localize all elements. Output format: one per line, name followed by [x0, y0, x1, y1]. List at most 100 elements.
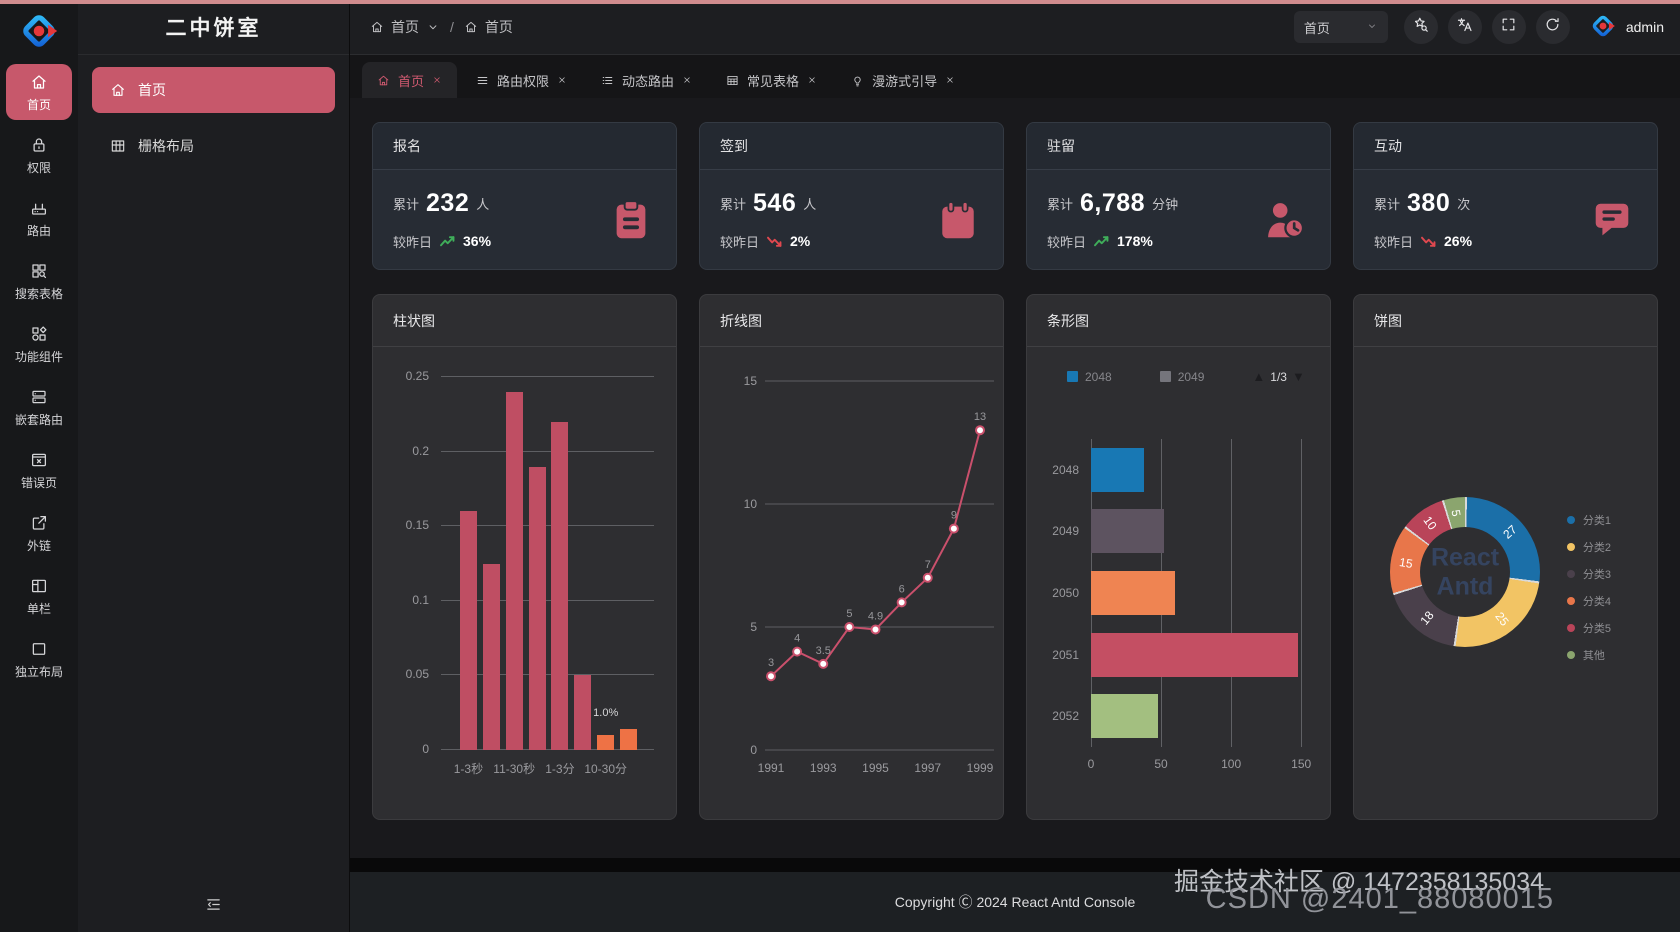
legend-label: 分类3 — [1582, 569, 1611, 581]
legend-page-down-icon[interactable]: ▼ — [1291, 369, 1305, 384]
sidebar-item-search-table[interactable]: 搜索表格 — [6, 253, 72, 309]
data-point[interactable] — [975, 425, 985, 436]
legend-item-分类4[interactable]: 分类4 — [1566, 593, 1611, 609]
tab-home[interactable]: 首页 — [362, 62, 458, 98]
sidebar-item-components[interactable]: 功能组件 — [6, 316, 72, 372]
stat-card-body: 累计 546 人较昨日 2% — [700, 170, 1003, 269]
sidebar-item-external-link[interactable]: 外链 — [6, 505, 72, 561]
data-point[interactable] — [896, 597, 907, 608]
sidebar-item-home[interactable]: 首页 — [6, 64, 72, 120]
data-point[interactable] — [870, 624, 881, 635]
bar[interactable] — [620, 729, 638, 750]
sidebar-item-label: 搜索表格 — [14, 287, 63, 301]
bar-chart-plot: 0 0.05 0.1 0.15 0.2 0.25 1-3秒 11-30秒 1-3分 10-30分 1… — [406, 369, 654, 776]
stat-prefix-label: 累计 — [1047, 196, 1074, 212]
language-switch-button[interactable] — [1447, 10, 1482, 44]
submenu-item-home[interactable]: 首页 — [92, 67, 335, 113]
page-select[interactable]: 首页 — [1293, 11, 1388, 43]
y-axis-tick: 0.1 — [412, 592, 429, 607]
pie-slice-value[interactable]: 25 — [1492, 609, 1512, 629]
trend-down-icon — [766, 235, 783, 248]
secondary-sidebar: 二中饼室 首页 栅格布局 — [78, 0, 350, 932]
legend-page-up-icon[interactable]: ▲ — [1252, 369, 1266, 384]
tab-bar: 首页 路由权限 动态路由 常见表格 漫游式引导 — [350, 55, 1680, 98]
stat-card-title: 报名 — [373, 123, 676, 170]
app-logo[interactable] — [16, 8, 62, 54]
x-axis-tick: 1997 — [914, 761, 941, 775]
legend-item-2048[interactable]: 2048 — [1067, 370, 1112, 384]
bar[interactable] — [528, 466, 546, 750]
reload-button[interactable] — [1535, 10, 1570, 44]
sidebar-collapse-button[interactable] — [78, 882, 349, 932]
sidebar-item-permission[interactable]: 权限 — [6, 127, 72, 183]
tab-common-table[interactable]: 常见表格 — [711, 62, 832, 98]
data-point[interactable] — [948, 523, 959, 534]
fullscreen-icon — [1500, 16, 1517, 38]
stat-percent: 36% — [463, 233, 492, 249]
bar-slot — [526, 377, 549, 750]
submenu-item-grid-layout[interactable]: 栅格布局 — [92, 123, 335, 169]
home-icon — [30, 73, 48, 91]
close-icon[interactable] — [682, 75, 692, 85]
close-icon[interactable] — [557, 75, 567, 85]
bar[interactable] — [1091, 447, 1145, 492]
pie-slice-value[interactable]: 27 — [1500, 522, 1520, 542]
legend-label: 分类1 — [1582, 515, 1611, 527]
breadcrumb-item-page[interactable]: 首页 — [464, 17, 513, 37]
bar[interactable] — [1091, 694, 1159, 739]
bar[interactable] — [1091, 570, 1176, 615]
menu-fold-icon — [205, 896, 222, 918]
bar[interactable] — [597, 735, 615, 750]
stat-unit-label: 人 — [476, 196, 490, 212]
breadcrumb-item-home[interactable]: 首页 — [370, 17, 440, 37]
pie-slice-value[interactable]: 15 — [1398, 554, 1414, 571]
comment-icon — [1589, 197, 1635, 243]
bar[interactable] — [551, 421, 569, 750]
dynamic-route-icon — [601, 74, 614, 87]
data-point[interactable] — [844, 622, 855, 632]
sidebar-item-independent-layout[interactable]: 独立布局 — [6, 631, 72, 687]
tab-dynamic-route[interactable]: 动态路由 — [586, 62, 707, 98]
pie-slice-value[interactable]: 18 — [1417, 608, 1437, 628]
sidebar-item-error-page[interactable]: 错误页 — [6, 442, 72, 498]
legend-item-分类3[interactable]: 分类3 — [1566, 566, 1611, 582]
sidebar-item-route[interactable]: 路由 — [6, 190, 72, 246]
route-permission-icon — [476, 74, 489, 87]
tab-tour-guide[interactable]: 漫游式引导 — [836, 62, 970, 98]
bar[interactable] — [1091, 509, 1164, 554]
bar[interactable] — [1091, 632, 1299, 677]
fullscreen-button[interactable] — [1491, 10, 1526, 44]
x-axis-tick: 1991 — [758, 761, 785, 775]
legend-item-其他[interactable]: 其他 — [1566, 647, 1611, 663]
bar[interactable] — [574, 675, 592, 750]
pie-slice-value[interactable]: 10 — [1420, 513, 1440, 533]
legend-item-分类2[interactable]: 分类2 — [1566, 539, 1611, 555]
gridline: 0.1 — [412, 593, 654, 607]
user-menu[interactable]: admin — [1588, 11, 1664, 44]
legend-item-分类1[interactable]: 分类1 — [1566, 512, 1611, 528]
close-icon[interactable] — [432, 75, 442, 85]
data-point[interactable] — [766, 671, 776, 682]
chart-title-hbar: 条形图 — [1027, 295, 1330, 347]
data-point[interactable] — [922, 572, 933, 583]
legend-item-2049[interactable]: 2049 — [1159, 370, 1204, 384]
gridline — [1301, 439, 1303, 747]
tour-guide-icon — [851, 74, 864, 87]
data-point[interactable] — [792, 646, 803, 657]
bar[interactable] — [482, 563, 500, 750]
close-icon[interactable] — [807, 75, 817, 85]
bar[interactable] — [505, 391, 523, 750]
y-axis-tick: 0 — [422, 742, 429, 756]
pie-slice-value[interactable]: 5 — [1448, 508, 1464, 518]
tab-route-permission[interactable]: 路由权限 — [461, 62, 582, 98]
x-axis-tick: 1995 — [862, 761, 889, 775]
close-icon[interactable] — [945, 75, 955, 85]
chart-row: 柱状图 0 0.05 0.1 0.15 0.2 0.25 1-3秒 11-30秒 1-3分 10-3… — [372, 294, 1658, 820]
data-point[interactable] — [818, 658, 829, 669]
skin-theme-button[interactable] — [1403, 10, 1438, 44]
stat-compare-label: 较昨日 — [720, 234, 760, 250]
sidebar-item-nested-route[interactable]: 嵌套路由 — [6, 379, 72, 435]
legend-item-分类5[interactable]: 分类5 — [1566, 620, 1611, 636]
bar[interactable] — [459, 511, 477, 750]
sidebar-item-single-column[interactable]: 单栏 — [6, 568, 72, 624]
